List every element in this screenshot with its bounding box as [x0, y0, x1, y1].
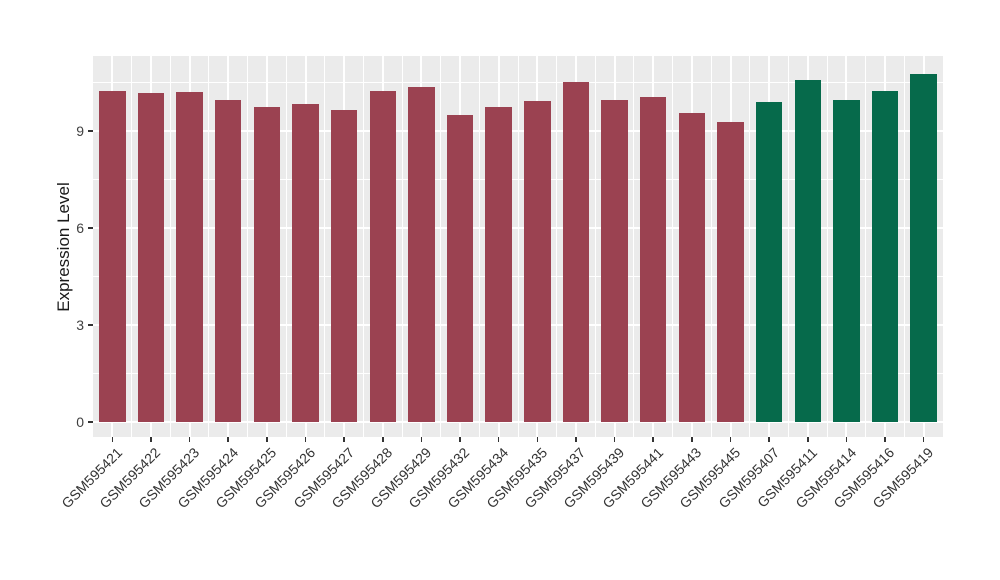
gridline-minor-vertical [362, 56, 364, 437]
bar-GSM595407 [755, 101, 783, 423]
bar-GSM595411 [794, 79, 822, 423]
gridline-minor-vertical [633, 56, 635, 437]
x-axis-tick [536, 437, 539, 442]
bar-GSM595422 [137, 92, 165, 423]
bar-GSM595423 [176, 91, 203, 423]
x-axis-tick [188, 437, 191, 442]
y-axis-tick [88, 130, 93, 132]
bar-GSM595425 [253, 106, 281, 423]
x-axis-tick [922, 437, 925, 442]
x-axis-tick [150, 437, 152, 442]
bar-GSM595437 [562, 81, 590, 423]
bar-GSM595434 [485, 107, 512, 423]
x-axis-tick [575, 437, 577, 442]
x-axis-tick [691, 437, 693, 442]
x-axis-tick [613, 437, 616, 442]
bar-GSM595426 [292, 104, 319, 423]
x-axis-tick [884, 437, 886, 442]
bar-GSM595414 [833, 99, 860, 423]
x-axis-tick [459, 437, 461, 442]
y-axis-tick [88, 227, 93, 229]
bar-GSM595419 [910, 73, 937, 423]
bar-GSM595424 [214, 100, 242, 423]
gridline-minor-vertical [594, 56, 596, 437]
y-axis-tick [88, 324, 93, 326]
x-axis-tick [304, 437, 307, 442]
gridline-major-horizontal [93, 324, 943, 327]
gridline-minor-vertical [247, 56, 249, 437]
y-axis-tick-label: 6 [76, 220, 84, 237]
x-axis-tick [652, 437, 655, 442]
bar-GSM595439 [601, 100, 628, 423]
x-axis-tick [768, 437, 770, 442]
y-axis-tick-label: 3 [76, 317, 84, 334]
gridline-minor-vertical [865, 56, 867, 437]
gridline-minor-vertical [787, 56, 789, 437]
y-axis-title: Expression Level [54, 182, 73, 312]
gridline-minor-vertical [517, 56, 519, 437]
y-axis-tick [88, 421, 93, 423]
bar-GSM595432 [446, 114, 474, 423]
gridline-minor-vertical [749, 56, 751, 437]
bar-GSM595445 [717, 122, 744, 423]
x-axis-tick [111, 437, 114, 442]
x-axis-tick [845, 437, 848, 442]
gridline-minor-vertical [440, 56, 442, 437]
gridline-major-horizontal [93, 130, 943, 133]
x-axis-tick [227, 437, 230, 442]
bar-GSM595421 [99, 90, 126, 423]
bar-GSM595427 [330, 110, 358, 423]
y-axis-tick-label: 9 [76, 123, 84, 140]
x-axis-tick [343, 437, 345, 442]
bar-GSM595416 [871, 90, 899, 423]
gridline-minor-vertical [131, 56, 133, 437]
bar-GSM595428 [369, 91, 397, 423]
x-axis-tick [266, 437, 268, 442]
x-axis-tick [806, 437, 809, 442]
gridline-minor-vertical [324, 56, 326, 437]
bar-GSM595429 [408, 86, 435, 423]
gridline-minor-vertical [478, 56, 480, 437]
gridline-minor-vertical [208, 56, 210, 437]
bar-GSM595443 [678, 113, 706, 423]
x-axis-tick [729, 437, 732, 442]
gridline-minor-vertical [903, 56, 905, 437]
x-axis-tick [420, 437, 423, 442]
x-axis-tick [381, 437, 384, 442]
gridline-minor-vertical [710, 56, 712, 437]
gridline-minor-vertical [826, 56, 828, 437]
gridline-minor-vertical [285, 56, 287, 437]
gridline-minor-vertical [556, 56, 558, 437]
gridline-minor-vertical [169, 56, 171, 437]
x-axis-tick [497, 437, 500, 442]
y-axis-tick-label: 0 [76, 414, 84, 431]
bar-GSM595435 [524, 101, 551, 423]
gridline-major-horizontal [93, 421, 943, 424]
bar-GSM595441 [639, 96, 667, 423]
gridline-minor-vertical [401, 56, 403, 437]
gridline-minor-vertical [672, 56, 674, 437]
plot-panel [93, 56, 943, 437]
gridline-major-horizontal [93, 227, 943, 230]
